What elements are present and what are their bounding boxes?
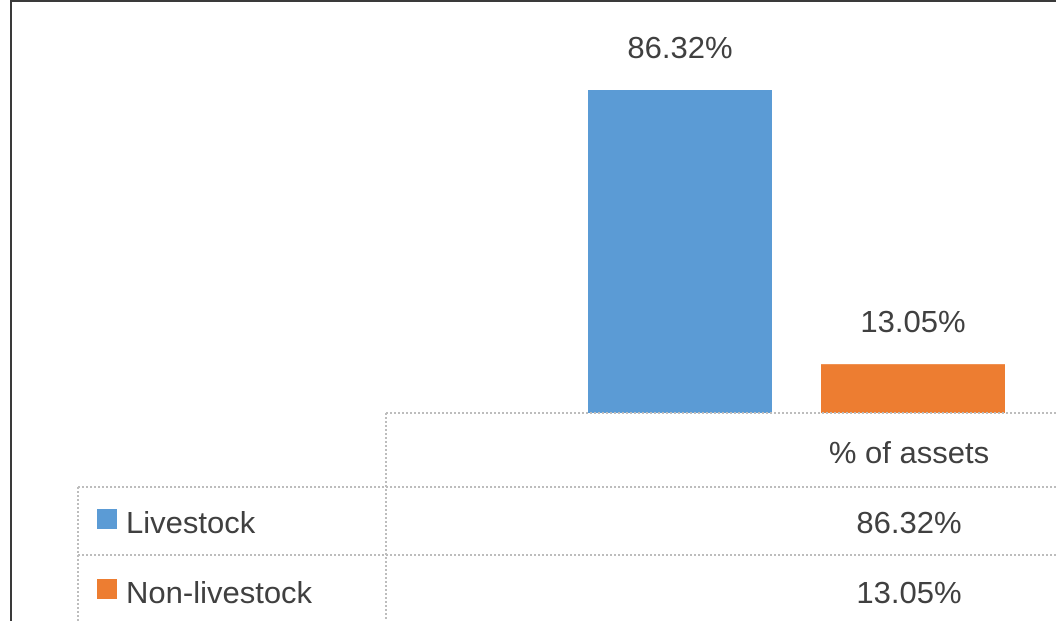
- table-row-label-livestock: Livestock: [126, 505, 256, 540]
- legend-key-non-livestock: [97, 579, 117, 599]
- table-cell-non-livestock: 13.05%: [856, 575, 961, 610]
- data-label-non-livestock: 13.05%: [860, 304, 965, 339]
- chart-frame: [10, 0, 1056, 621]
- data-label-livestock: 86.32%: [627, 30, 732, 65]
- bar-non-livestock: [821, 364, 1005, 413]
- bars-layer: 86.32% 13.05%: [588, 30, 1005, 413]
- bar-livestock: [588, 90, 772, 413]
- table-cell-livestock: 86.32%: [856, 505, 961, 540]
- data-table: % of assets Livestock 86.32% Non-livestock 1…: [77, 412, 1056, 621]
- table-header-category: % of assets: [829, 435, 989, 470]
- table-row-label-non-livestock: Non-livestock: [126, 575, 313, 610]
- legend-key-livestock: [97, 509, 117, 529]
